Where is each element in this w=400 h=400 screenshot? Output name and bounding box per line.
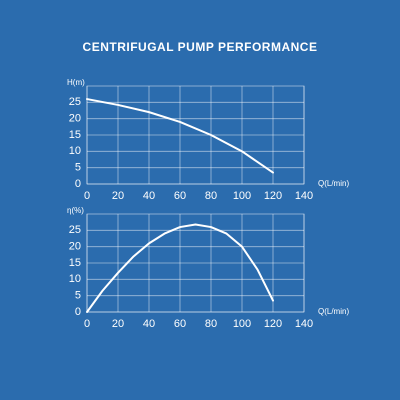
x-tick-label: 80 <box>205 190 217 202</box>
y-tick-label: 0 <box>75 178 81 190</box>
y-tick-label: 10 <box>69 273 81 285</box>
x-tick-label: 40 <box>143 190 155 202</box>
chart-title: CENTRIFUGAL PUMP PERFORMANCE <box>83 40 318 54</box>
x-tick-label: 120 <box>264 190 282 202</box>
curve <box>86 223 274 313</box>
y-tick-label: 5 <box>75 290 81 302</box>
y-axis-label: η(%) <box>67 206 84 215</box>
x-tick-label: 60 <box>174 318 186 330</box>
x-tick-label: 80 <box>205 318 217 330</box>
y-tick-label: 20 <box>69 241 81 253</box>
y-tick-label: 25 <box>69 96 81 108</box>
x-axis-label: Q(L/min) <box>318 179 349 188</box>
x-tick-label: 0 <box>84 190 90 202</box>
x-tick-label: 20 <box>112 190 124 202</box>
y-tick-label: 20 <box>69 113 81 125</box>
x-tick-label: 40 <box>143 318 155 330</box>
x-tick-label: 140 <box>295 318 313 330</box>
x-tick-label: 100 <box>233 190 251 202</box>
curve <box>86 98 274 174</box>
x-axis-label: Q(L/min) <box>318 307 349 316</box>
y-tick-label: 15 <box>69 257 81 269</box>
x-tick-label: 140 <box>295 190 313 202</box>
y-tick-label: 0 <box>75 306 81 318</box>
x-tick-label: 0 <box>84 318 90 330</box>
x-tick-label: 100 <box>233 318 251 330</box>
y-tick-label: 25 <box>69 224 81 236</box>
x-tick-label: 20 <box>112 318 124 330</box>
y-tick-label: 5 <box>75 162 81 174</box>
x-tick-label: 120 <box>264 318 282 330</box>
y-tick-label: 10 <box>69 145 81 157</box>
y-tick-label: 15 <box>69 129 81 141</box>
x-tick-label: 60 <box>174 190 186 202</box>
y-axis-label: H(m) <box>67 78 85 87</box>
